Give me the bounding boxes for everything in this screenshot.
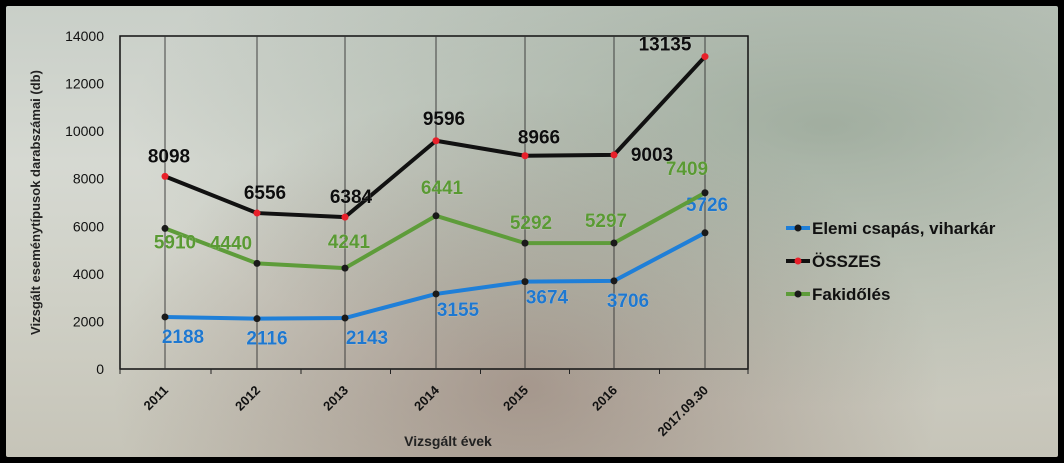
data-point [161, 172, 169, 180]
y-tick-label: 4000 [73, 266, 104, 282]
data-point [253, 209, 261, 217]
legend-swatch-marker [794, 290, 802, 298]
data-point [610, 151, 618, 159]
x-tick-label: 2013 [320, 383, 351, 414]
x-tick-label: 2017.09.30 [654, 383, 711, 440]
data-label: 2188 [162, 327, 204, 348]
data-point [341, 213, 349, 221]
x-tick-label: 2014 [411, 382, 443, 414]
x-tick-label: 2015 [500, 383, 531, 414]
data-label: 3674 [526, 288, 569, 309]
data-point [432, 290, 440, 298]
data-point [253, 259, 261, 267]
legend-label: ÖSSZES [812, 252, 881, 271]
data-label: 2116 [246, 329, 287, 350]
y-tick-label: 2000 [73, 313, 104, 329]
data-point [521, 152, 529, 160]
legend-label: Fakidőlés [812, 285, 890, 304]
data-point [341, 264, 349, 272]
data-point [161, 313, 169, 321]
data-point [253, 315, 261, 323]
legend-label: Elemi csapás, viharkár [812, 219, 996, 238]
y-tick-label: 14000 [65, 28, 104, 44]
x-tick-label: 2011 [141, 383, 172, 414]
data-point [432, 137, 440, 145]
data-point [521, 278, 529, 286]
data-label: 9003 [631, 145, 673, 166]
data-label: 2143 [346, 328, 388, 349]
data-label: 5297 [585, 211, 627, 232]
y-tick-label: 10000 [65, 123, 104, 139]
data-label: 8098 [148, 146, 190, 167]
data-point [432, 212, 440, 220]
data-label: 4241 [328, 232, 371, 253]
data-label: 8966 [518, 128, 560, 149]
data-point [610, 239, 618, 247]
data-label: 6441 [421, 178, 464, 199]
legend-swatch-marker [794, 257, 802, 265]
data-label: 13135 [639, 35, 692, 56]
data-label: 4440 [210, 233, 252, 254]
y-axis-title: Vizsgált eseménytípusok darabszámai (db) [28, 70, 43, 335]
y-tick-label: 12000 [65, 76, 104, 92]
legend-swatch-marker [794, 224, 802, 232]
data-label: 7409 [666, 159, 708, 180]
data-label: 6556 [244, 183, 286, 204]
data-label: 9596 [423, 109, 465, 130]
data-label: 3706 [607, 291, 649, 312]
data-point [610, 277, 618, 285]
y-tick-label: 6000 [73, 218, 104, 234]
data-label: 5910 [154, 232, 196, 253]
data-label: 6384 [330, 187, 373, 208]
x-axis-title: Vizsgált évek [404, 433, 492, 449]
data-point [701, 229, 709, 237]
data-point [521, 239, 529, 247]
data-label: 3155 [437, 300, 480, 321]
data-point [161, 224, 169, 232]
data-label: 5292 [510, 213, 552, 234]
data-point [701, 53, 709, 61]
data-label: 5726 [686, 195, 728, 216]
x-tick-label: 2016 [589, 383, 620, 414]
x-tick-label: 2012 [232, 383, 263, 414]
data-point [701, 189, 709, 197]
background-photo [6, 6, 1058, 457]
y-tick-label: 8000 [73, 171, 104, 187]
y-tick-label: 0 [96, 361, 104, 377]
data-point [341, 314, 349, 322]
